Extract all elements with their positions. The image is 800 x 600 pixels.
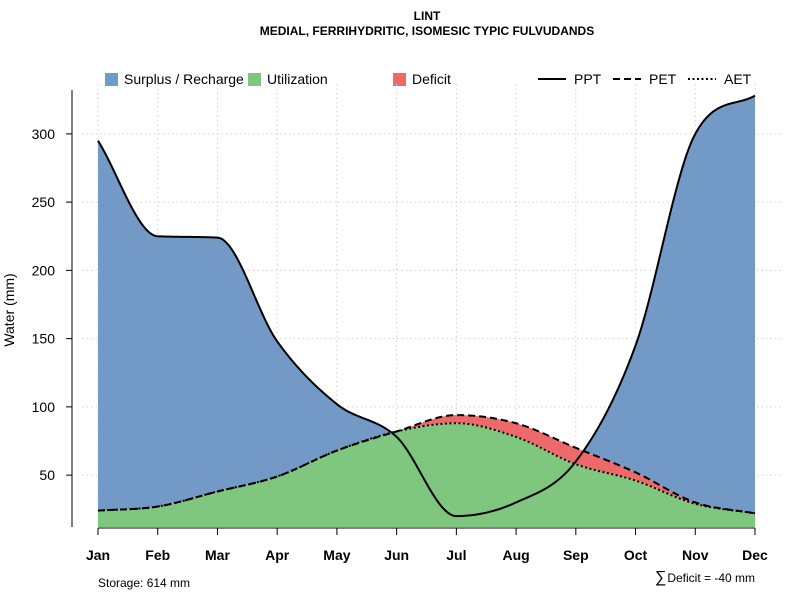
y-tick-label: 50 xyxy=(39,467,55,483)
y-tick-label: 150 xyxy=(32,331,56,347)
legend-swatch-deficit xyxy=(393,73,406,86)
legend-label-ppt: PPT xyxy=(574,71,602,87)
chart-subtitle: MEDIAL, FERRIHYDRITIC, ISOMESIC TYPIC FU… xyxy=(260,24,594,38)
x-tick-label-oct: Oct xyxy=(624,547,648,563)
x-tick-label-jan: Jan xyxy=(86,547,110,563)
surplus-recharge-area xyxy=(98,95,755,514)
series-line-ppt xyxy=(97,94,756,518)
axes: 50 100 150 200 250 300 Jan Feb Mar Apr May Jun Jul Au… xyxy=(32,90,768,563)
x-tick-label-jun: Jun xyxy=(384,547,409,563)
y-tick-label: 200 xyxy=(32,262,56,278)
legend-label-pet: PET xyxy=(649,71,677,87)
x-tick-label-nov: Nov xyxy=(682,547,709,563)
series-line-pet xyxy=(97,414,756,515)
x-tick-label-feb: Feb xyxy=(145,547,170,563)
legend-label-utilization: Utilization xyxy=(267,71,328,87)
legend-label-aet: AET xyxy=(724,71,752,87)
x-tick-label-may: May xyxy=(323,547,350,563)
x-tick-label-dec: Dec xyxy=(742,547,768,563)
x-tick-label-sep: Sep xyxy=(563,547,589,563)
storage-annotation: Storage: 614 mm xyxy=(98,576,190,590)
legend-swatch-utilization xyxy=(248,73,261,86)
series-lines xyxy=(97,94,756,518)
y-tick-label: 100 xyxy=(32,399,56,415)
deficit-text: Deficit = -40 mm xyxy=(667,571,755,585)
legend-label-surplus-recharge: Surplus / Recharge xyxy=(124,71,244,87)
legend-label-deficit: Deficit xyxy=(412,71,451,87)
legend: Surplus / Recharge Utilization Deficit PPT P… xyxy=(105,71,752,87)
deficit-annotation: ∑Deficit = -40 mm xyxy=(655,569,755,586)
x-tick-label-aug: Aug xyxy=(502,547,529,563)
legend-swatch-surplus-recharge xyxy=(105,73,118,86)
x-tick-label-jul: Jul xyxy=(446,547,466,563)
chart-title: LINT xyxy=(414,9,441,23)
y-axis-label: Water (mm) xyxy=(1,273,17,346)
x-tick-label-mar: Mar xyxy=(205,547,230,563)
x-tick-label-apr: Apr xyxy=(265,547,290,563)
y-tick-label: 250 xyxy=(32,194,56,210)
fill-areas xyxy=(98,95,755,527)
sum-symbol: ∑ xyxy=(655,569,666,586)
utilization-area xyxy=(98,423,755,527)
y-tick-label: 300 xyxy=(32,126,56,142)
